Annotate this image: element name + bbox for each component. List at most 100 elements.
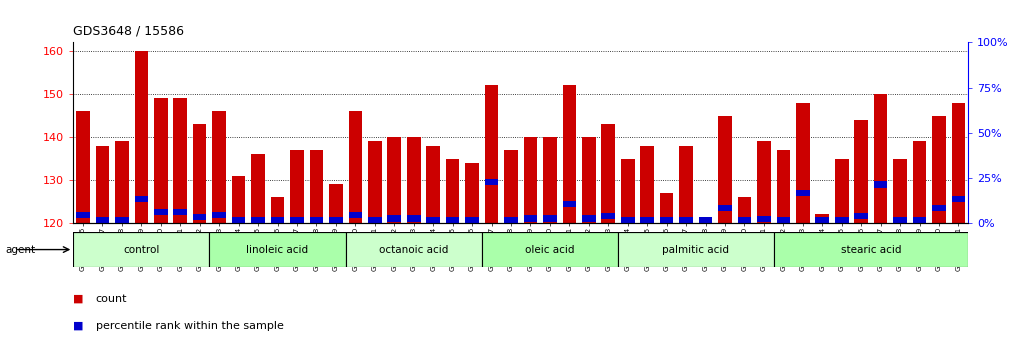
Bar [96, 217, 109, 223]
Bar [816, 215, 829, 223]
Bar [893, 159, 907, 223]
Bar [407, 216, 420, 222]
Bar [524, 216, 537, 222]
Bar [154, 209, 168, 215]
Bar [368, 141, 381, 223]
Bar [718, 115, 732, 223]
Bar [893, 217, 907, 223]
Bar [309, 217, 323, 223]
Bar [232, 176, 245, 223]
Bar [699, 217, 712, 223]
Bar [407, 137, 420, 223]
Bar [115, 217, 129, 223]
Bar [582, 216, 596, 222]
Bar [193, 214, 206, 220]
Bar [271, 197, 285, 223]
Bar [543, 137, 556, 223]
Text: control: control [123, 245, 160, 255]
Bar [232, 217, 245, 223]
Bar [504, 217, 518, 223]
Bar [835, 159, 848, 223]
Text: stearic acid: stearic acid [841, 245, 901, 255]
FancyBboxPatch shape [73, 232, 210, 267]
FancyBboxPatch shape [618, 232, 774, 267]
Text: palmitic acid: palmitic acid [662, 245, 729, 255]
Bar [679, 145, 693, 223]
Bar [660, 193, 673, 223]
FancyBboxPatch shape [346, 232, 482, 267]
Bar [193, 124, 206, 223]
Bar [154, 98, 168, 223]
Bar [368, 217, 381, 223]
Bar [485, 178, 498, 185]
Bar [76, 212, 89, 218]
Bar [718, 205, 732, 211]
FancyBboxPatch shape [482, 232, 618, 267]
Bar [757, 216, 771, 222]
Bar [874, 94, 888, 223]
Bar [660, 217, 673, 223]
Bar [524, 137, 537, 223]
Text: GDS3648 / 15586: GDS3648 / 15586 [73, 25, 184, 38]
Bar [465, 217, 479, 223]
Bar [854, 212, 868, 219]
Bar [426, 145, 440, 223]
Bar [330, 184, 343, 223]
Bar [952, 103, 965, 223]
Bar [96, 145, 109, 223]
Bar [641, 217, 654, 223]
Bar [777, 150, 790, 223]
FancyBboxPatch shape [774, 232, 968, 267]
Bar [330, 217, 343, 223]
Bar [699, 219, 712, 223]
Text: ■: ■ [73, 321, 83, 331]
Bar [621, 159, 635, 223]
Bar [601, 213, 615, 219]
Bar [271, 217, 285, 223]
Bar [504, 150, 518, 223]
Text: linoleic acid: linoleic acid [246, 245, 308, 255]
Text: percentile rank within the sample: percentile rank within the sample [96, 321, 284, 331]
Bar [854, 120, 868, 223]
Text: ■: ■ [73, 294, 83, 304]
Bar [912, 217, 926, 223]
Bar [251, 154, 264, 223]
Bar [485, 85, 498, 223]
Bar [757, 141, 771, 223]
Bar [213, 212, 226, 218]
Bar [290, 217, 304, 223]
Bar [933, 115, 946, 223]
Bar [912, 141, 926, 223]
Bar [76, 111, 89, 223]
Bar [679, 217, 693, 223]
Bar [641, 145, 654, 223]
Bar [796, 103, 810, 223]
Bar [445, 217, 460, 223]
FancyBboxPatch shape [210, 232, 346, 267]
Bar [115, 141, 129, 223]
Text: count: count [96, 294, 127, 304]
Bar [134, 196, 148, 202]
Bar [874, 181, 888, 188]
Bar [213, 111, 226, 223]
Bar [174, 98, 187, 223]
Bar [309, 150, 323, 223]
Bar [251, 217, 264, 223]
Bar [349, 111, 362, 223]
Text: agent: agent [5, 245, 36, 255]
Bar [134, 51, 148, 223]
Bar [562, 200, 577, 207]
Bar [445, 159, 460, 223]
Bar [835, 217, 848, 223]
Bar [777, 217, 790, 223]
Bar [737, 197, 752, 223]
Bar [952, 196, 965, 202]
Text: octanoic acid: octanoic acid [379, 245, 448, 255]
Bar [426, 217, 440, 223]
Bar [933, 205, 946, 211]
Bar [290, 150, 304, 223]
Bar [601, 124, 615, 223]
Bar [582, 137, 596, 223]
Bar [621, 217, 635, 223]
Bar [796, 190, 810, 196]
